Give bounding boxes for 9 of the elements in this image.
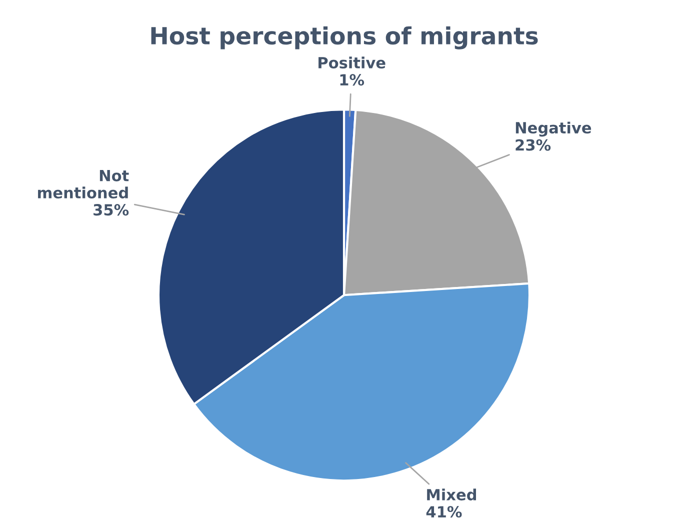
data-label: 1% [340, 74, 364, 86]
slice-label: Negative [516, 122, 592, 137]
slice-label: Mixed [427, 488, 476, 500]
data-label: 41% [426, 506, 462, 518]
data-label: 35% [94, 204, 129, 216]
slice-label: Not mentioned [38, 170, 129, 198]
chart-title: Host perceptions of migrants [151, 26, 538, 50]
data-label: 23% [516, 139, 551, 151]
slice-label: Positive [318, 56, 386, 69]
